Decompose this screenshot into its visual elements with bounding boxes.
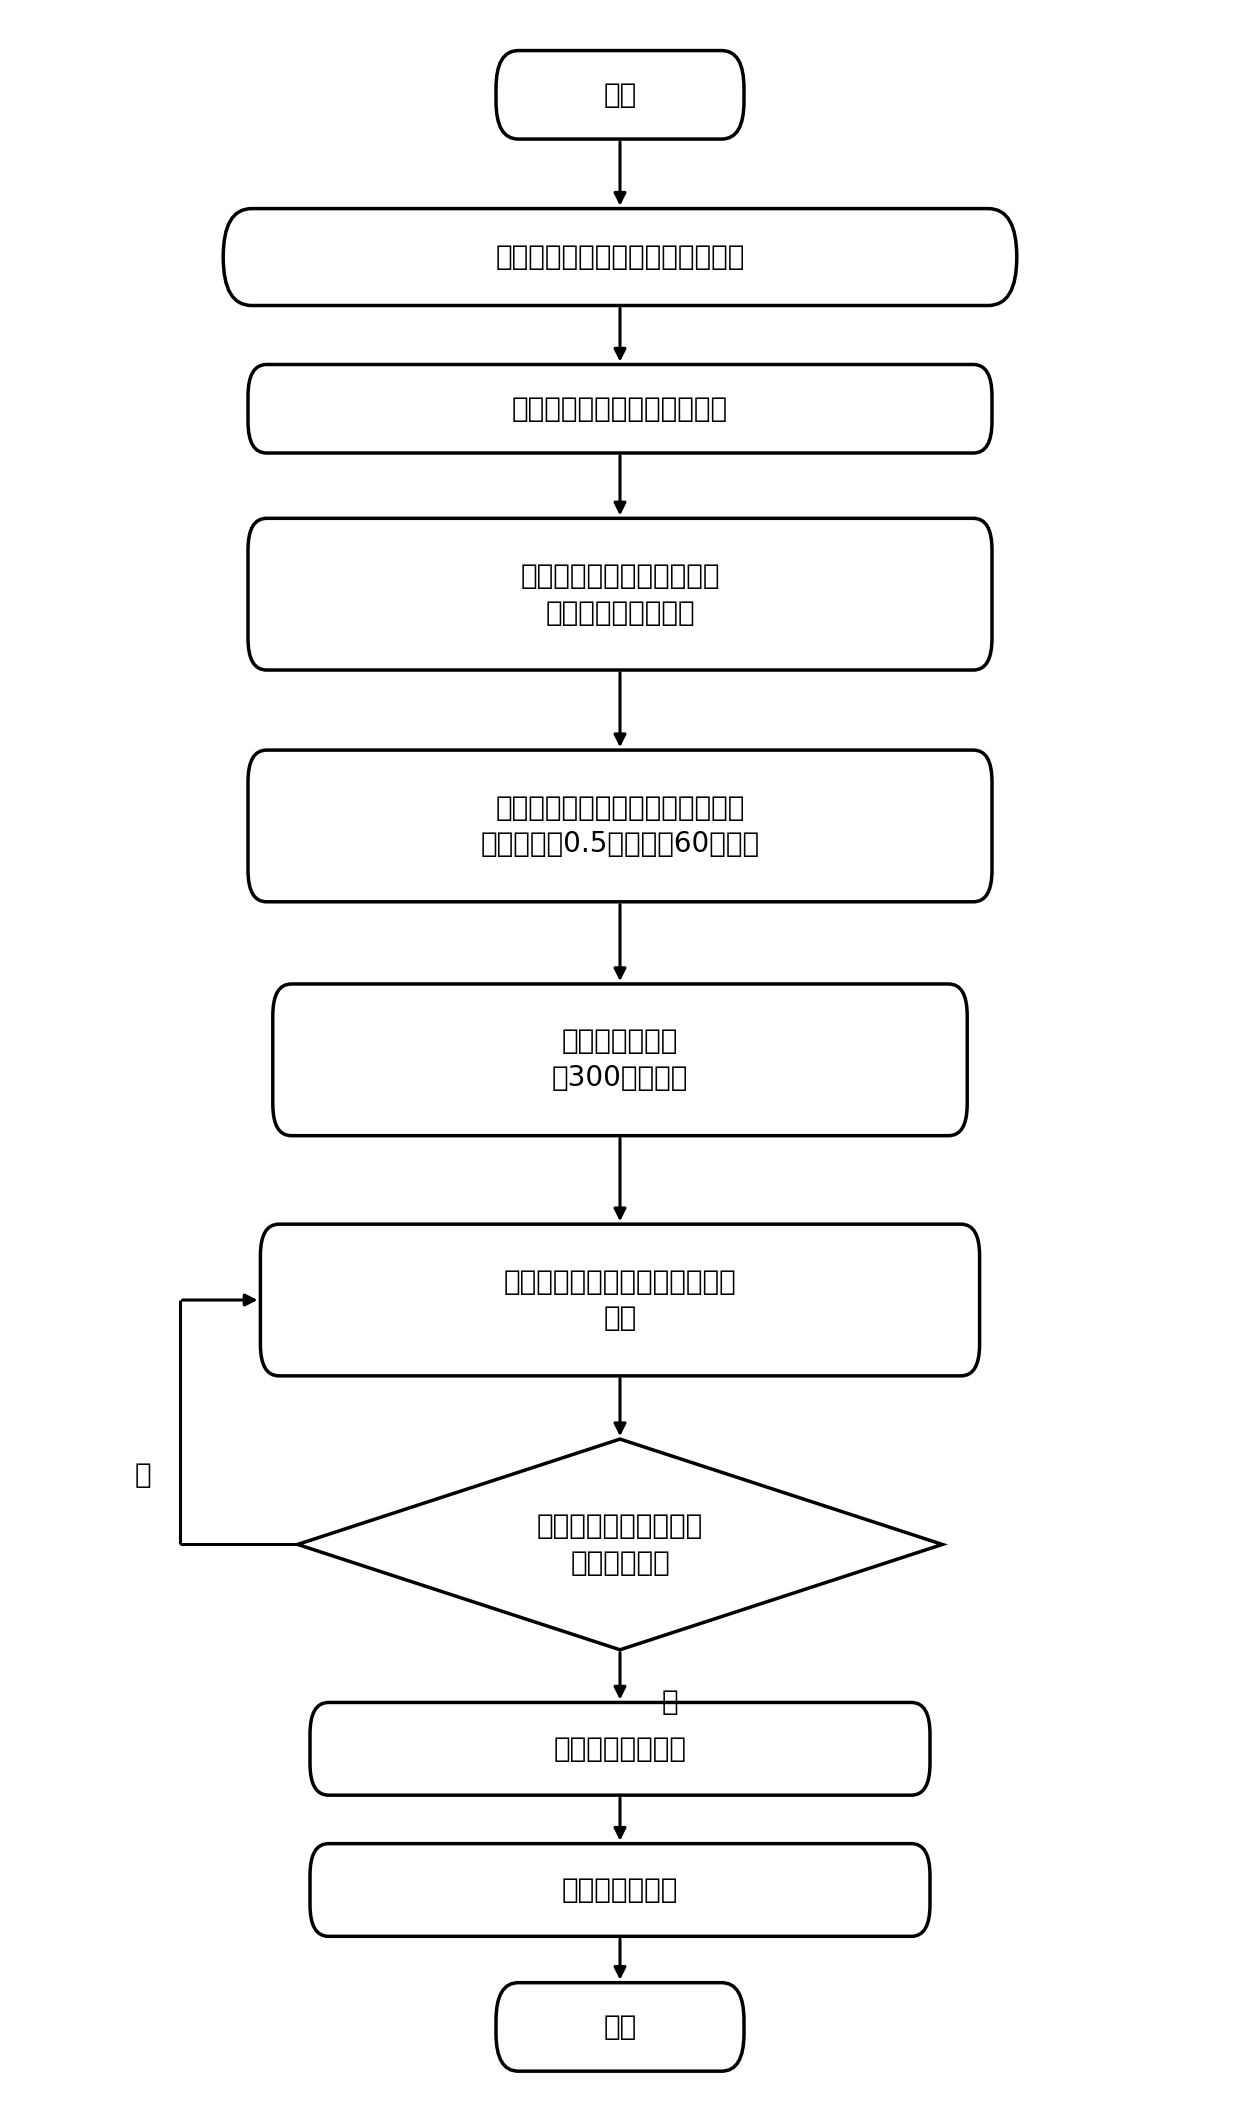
Text: 增加时间间隔，继续进行恒电流
扫描: 增加时间间隔，继续进行恒电流 扫描 [503, 1268, 737, 1332]
FancyBboxPatch shape [248, 750, 992, 902]
FancyBboxPatch shape [223, 209, 1017, 306]
Text: 否: 否 [134, 1460, 151, 1490]
FancyBboxPatch shape [310, 1702, 930, 1795]
Text: 通入燃料待电池电压稳定后
电池短路电流的测量: 通入燃料待电池电压稳定后 电池短路电流的测量 [521, 563, 719, 626]
Text: 开始: 开始 [604, 80, 636, 110]
Text: 测试前准备工作，预热、线路连接: 测试前准备工作，预热、线路连接 [495, 242, 745, 272]
Text: 数据整理及绘图: 数据整理及绘图 [562, 1875, 678, 1905]
Text: 进一步增加时间间隔，
结果是否不变: 进一步增加时间间隔， 结果是否不变 [537, 1513, 703, 1576]
Text: 慢速恒电流扫描
（300秒测试）: 慢速恒电流扫描 （300秒测试） [552, 1028, 688, 1091]
FancyBboxPatch shape [248, 518, 992, 670]
FancyBboxPatch shape [496, 51, 744, 139]
Polygon shape [298, 1439, 942, 1650]
FancyBboxPatch shape [273, 984, 967, 1136]
FancyBboxPatch shape [248, 365, 992, 453]
Text: 燃料电池测试条件的详细记录: 燃料电池测试条件的详细记录 [512, 394, 728, 424]
FancyBboxPatch shape [260, 1224, 980, 1376]
Text: 快速恒电流扫描（燃料电池瞬时性
能的测量）0.5秒测试、60秒测试: 快速恒电流扫描（燃料电池瞬时性 能的测量）0.5秒测试、60秒测试 [480, 794, 760, 858]
Text: 结束: 结束 [604, 2012, 636, 2042]
Text: 是: 是 [661, 1688, 678, 1717]
FancyBboxPatch shape [310, 1844, 930, 1936]
Text: 定电流稳定性测试: 定电流稳定性测试 [553, 1734, 687, 1764]
FancyBboxPatch shape [496, 1983, 744, 2071]
